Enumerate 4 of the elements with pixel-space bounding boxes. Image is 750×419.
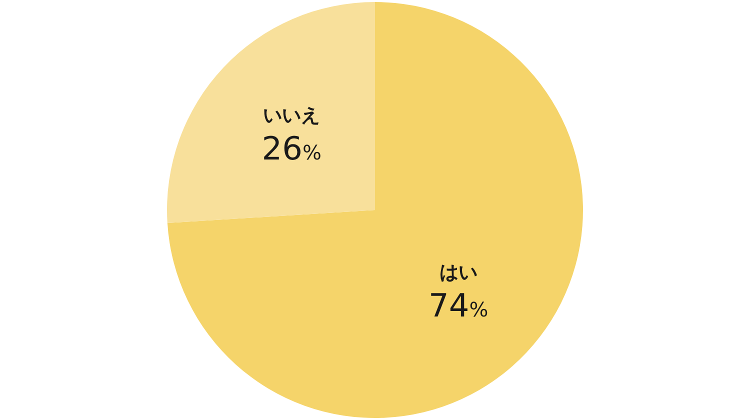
slice-label: はい <box>439 261 478 284</box>
data-label: 74% <box>428 286 488 324</box>
data-label: 26% <box>262 130 322 168</box>
slice-label: いいえ <box>263 104 320 127</box>
